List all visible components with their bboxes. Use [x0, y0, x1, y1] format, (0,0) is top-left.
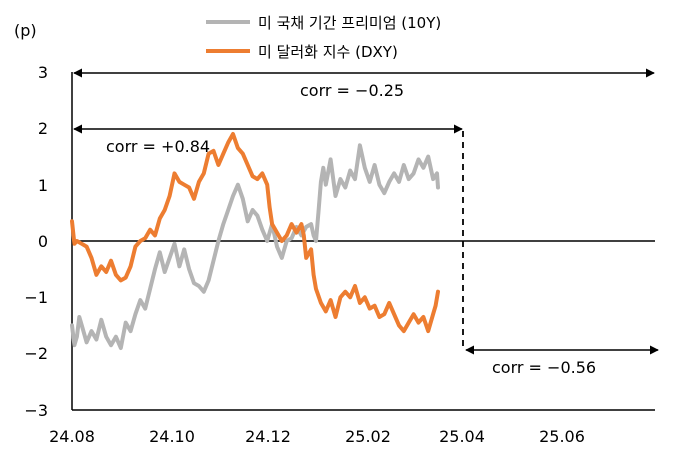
- legend: 미 국채 기간 프리미엄 (10Y) 미 달러화 지수 (DXY): [206, 14, 441, 61]
- legend-label-dxy: 미 달러화 지수 (DXY): [258, 43, 398, 61]
- corr-first-label: corr = +0.84: [106, 137, 210, 156]
- y-tick-label: 2: [38, 119, 48, 138]
- y-tick-label: −3: [24, 401, 48, 420]
- x-tick-label: 25.02: [345, 427, 391, 446]
- y-tick-label: 1: [38, 176, 48, 195]
- dxy-series-line: [70, 132, 440, 334]
- x-tick-label: 24.12: [245, 427, 291, 446]
- y-tick-label: −2: [24, 344, 48, 363]
- corr-second-label: corr = −0.56: [492, 358, 596, 377]
- y-unit-label: (p): [14, 21, 37, 40]
- x-ticks: 24.08 24.10 24.12 25.02 25.04 25.06: [49, 427, 585, 446]
- y-tick-label: −1: [24, 288, 48, 307]
- x-tick-label: 24.08: [49, 427, 95, 446]
- legend-label-term-premium: 미 국채 기간 프리미엄 (10Y): [258, 14, 441, 32]
- y-tick-label: 3: [38, 63, 48, 82]
- x-tick-label: 25.06: [539, 427, 585, 446]
- corr-full-label: corr = −0.25: [300, 81, 404, 100]
- series-layer: [70, 132, 440, 350]
- y-ticks: 3 2 1 0 −1 −2 −3: [24, 63, 48, 420]
- term-premium-series-line: [70, 143, 440, 350]
- annotations: corr = −0.25 corr = +0.84 corr = −0.56: [73, 68, 659, 377]
- x-tick-label: 24.10: [149, 427, 195, 446]
- y-tick-label: 0: [38, 232, 48, 251]
- x-tick-label: 25.04: [439, 427, 485, 446]
